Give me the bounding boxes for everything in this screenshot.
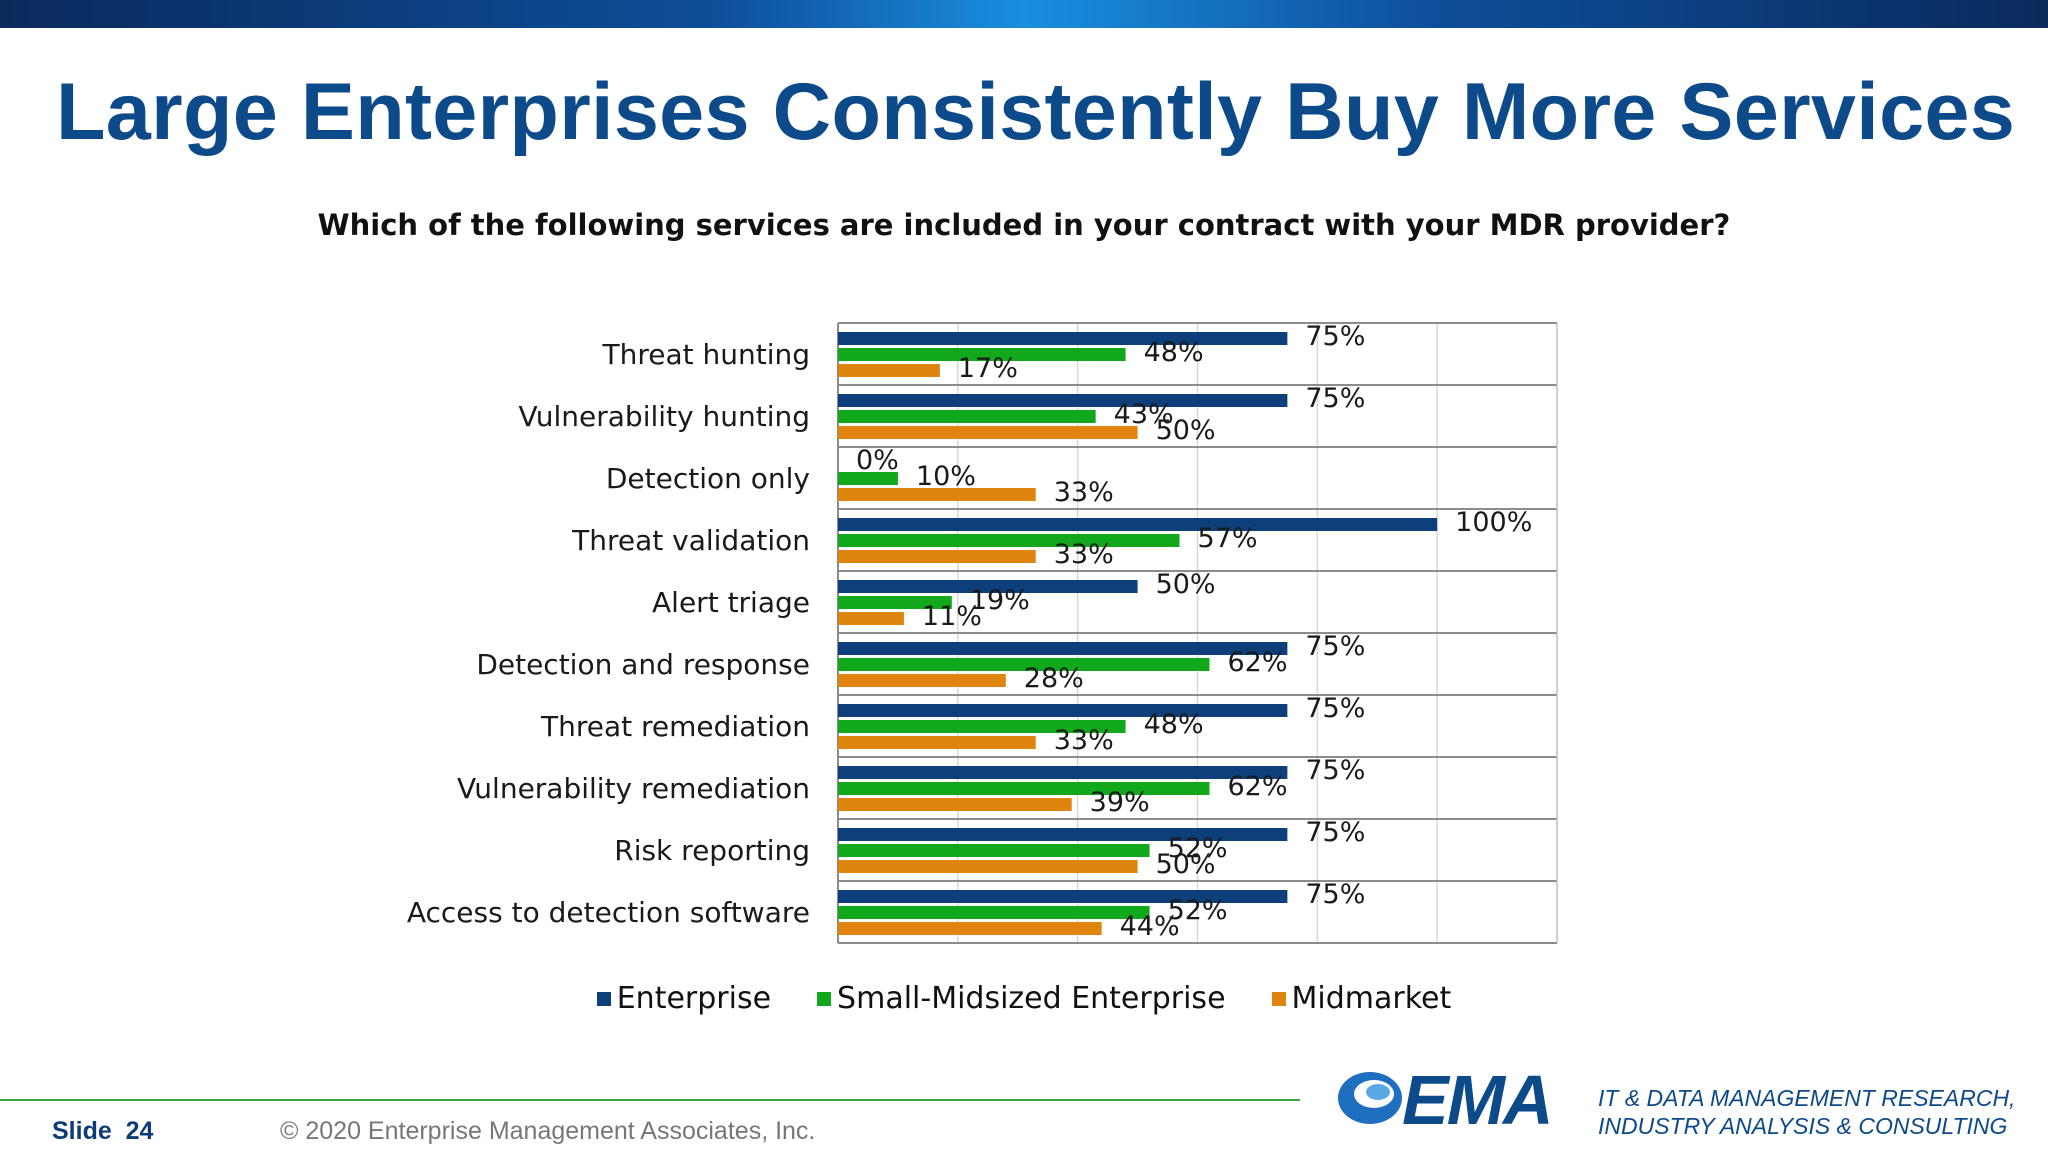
slide-number-value: 24 bbox=[125, 1117, 154, 1145]
bar bbox=[838, 426, 1138, 439]
data-label: 39% bbox=[1090, 787, 1150, 818]
data-label: 50% bbox=[1156, 849, 1216, 880]
legend-item-midmarket: Midmarket bbox=[1271, 981, 1452, 1016]
legend-swatch-midmarket bbox=[1271, 991, 1286, 1006]
legend-label-midmarket: Midmarket bbox=[1291, 981, 1452, 1016]
bar bbox=[838, 534, 1180, 547]
data-label: 62% bbox=[1227, 771, 1287, 802]
data-label: 28% bbox=[1024, 663, 1084, 694]
data-label: 75% bbox=[1305, 755, 1365, 786]
footer-divider bbox=[0, 1099, 1300, 1101]
category-label: Threat remediation bbox=[540, 710, 810, 743]
slide-number: Slide 24 bbox=[52, 1117, 153, 1146]
category-label: Threat hunting bbox=[601, 338, 810, 371]
category-label: Detection only bbox=[606, 462, 810, 495]
bar bbox=[838, 890, 1288, 903]
bar bbox=[838, 642, 1288, 655]
data-label: 33% bbox=[1054, 539, 1114, 570]
data-label: 17% bbox=[958, 353, 1018, 384]
bar bbox=[838, 674, 1006, 687]
data-label: 33% bbox=[1054, 477, 1114, 508]
bar bbox=[838, 488, 1036, 501]
tagline-line-1: IT & DATA MANAGEMENT RESEARCH, bbox=[1598, 1085, 2016, 1111]
copyright-text: © 2020 Enterprise Management Associates,… bbox=[280, 1117, 816, 1145]
bar bbox=[838, 580, 1138, 593]
data-label: 57% bbox=[1198, 523, 1258, 554]
legend-swatch-enterprise bbox=[596, 991, 611, 1006]
legend-item-small-midsized: Small-Midsized Enterprise bbox=[817, 981, 1226, 1016]
logo-text: EMA bbox=[1402, 1061, 1554, 1139]
bar bbox=[838, 348, 1126, 361]
data-label: 0% bbox=[856, 445, 899, 476]
bar bbox=[838, 828, 1288, 841]
data-label: 10% bbox=[916, 461, 976, 492]
data-label: 33% bbox=[1054, 725, 1114, 756]
tagline-line-2: INDUSTRY ANALYSIS & CONSULTING bbox=[1598, 1113, 2008, 1139]
data-label: 48% bbox=[1144, 709, 1204, 740]
data-label: 75% bbox=[1305, 383, 1365, 414]
ema-logo: EMA bbox=[1332, 1058, 1562, 1139]
top-banner bbox=[0, 0, 2048, 28]
bar bbox=[838, 658, 1210, 671]
data-label: 48% bbox=[1144, 337, 1204, 368]
data-label: 19% bbox=[970, 585, 1030, 616]
bar bbox=[838, 410, 1096, 423]
data-label: 50% bbox=[1156, 415, 1216, 446]
category-label: Access to detection software bbox=[407, 896, 810, 929]
chart-question: Which of the following services are incl… bbox=[317, 208, 1731, 242]
data-label: 11% bbox=[922, 601, 982, 632]
bar bbox=[838, 518, 1438, 531]
slide-label: Slide bbox=[52, 1117, 112, 1145]
bar bbox=[838, 332, 1288, 345]
ema-swoosh-icon bbox=[1338, 1072, 1402, 1124]
bar bbox=[838, 364, 940, 377]
data-label: 44% bbox=[1120, 911, 1180, 942]
bar bbox=[838, 596, 952, 609]
category-label: Threat validation bbox=[571, 524, 810, 557]
data-label: 75% bbox=[1305, 693, 1365, 724]
bar bbox=[838, 798, 1072, 811]
category-label: Risk reporting bbox=[614, 834, 810, 867]
category-label: Alert triage bbox=[652, 586, 810, 619]
category-label: Vulnerability hunting bbox=[519, 400, 811, 433]
bar bbox=[838, 782, 1210, 795]
data-label: 52% bbox=[1168, 833, 1228, 864]
bar bbox=[838, 860, 1138, 873]
data-label: 75% bbox=[1305, 817, 1365, 848]
data-label: 50% bbox=[1156, 569, 1216, 600]
legend-label-small-midsized: Small-Midsized Enterprise bbox=[837, 981, 1226, 1016]
data-label: 100% bbox=[1455, 507, 1532, 538]
bar bbox=[838, 394, 1288, 407]
legend-item-enterprise: Enterprise bbox=[596, 981, 772, 1016]
bar bbox=[838, 906, 1150, 919]
legend-label-enterprise: Enterprise bbox=[616, 981, 772, 1016]
bar bbox=[838, 550, 1036, 563]
data-label: 43% bbox=[1114, 399, 1174, 430]
chart-legend: Enterprise Small-Midsized Enterprise Mid… bbox=[0, 981, 2048, 1016]
bar bbox=[838, 704, 1288, 717]
bar bbox=[838, 844, 1150, 857]
legend-swatch-small-midsized bbox=[817, 991, 832, 1006]
tagline: IT & DATA MANAGEMENT RESEARCH, INDUSTRY … bbox=[1598, 1084, 2015, 1140]
bar bbox=[838, 736, 1036, 749]
bar bbox=[838, 922, 1102, 935]
data-label: 62% bbox=[1227, 647, 1287, 678]
category-label: Detection and response bbox=[476, 648, 810, 681]
bar bbox=[838, 720, 1126, 733]
bar bbox=[838, 612, 904, 625]
slide-title: Large Enterprises Consistently Buy More … bbox=[56, 67, 2016, 157]
bar bbox=[838, 472, 898, 485]
data-label: 75% bbox=[1305, 879, 1365, 910]
data-label: 75% bbox=[1305, 321, 1365, 352]
category-label: Vulnerability remediation bbox=[457, 772, 810, 805]
data-label: 75% bbox=[1305, 631, 1365, 662]
data-label: 52% bbox=[1168, 895, 1228, 926]
bar bbox=[838, 766, 1288, 779]
